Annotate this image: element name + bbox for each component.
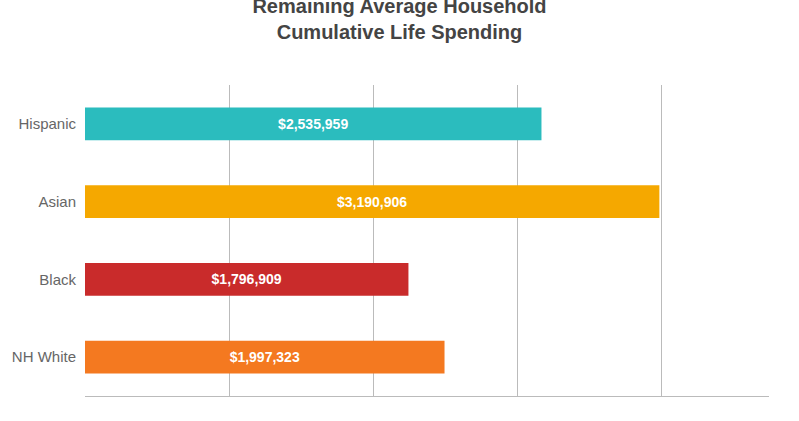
svg-text:$3,190,906: $3,190,906 (337, 194, 407, 210)
svg-text:$1,796,909: $1,796,909 (212, 271, 282, 287)
svg-text:$1,997,323: $1,997,323 (230, 349, 300, 365)
svg-text:NH White: NH White (12, 348, 76, 365)
svg-text:Black: Black (39, 271, 76, 288)
svg-text:Remaining Average HouseholdCum: Remaining Average HouseholdCumulative Li… (252, 0, 546, 43)
svg-text:Hispanic: Hispanic (18, 115, 76, 132)
svg-text:$2,535,959: $2,535,959 (278, 116, 348, 132)
svg-text:Asian: Asian (38, 193, 76, 210)
